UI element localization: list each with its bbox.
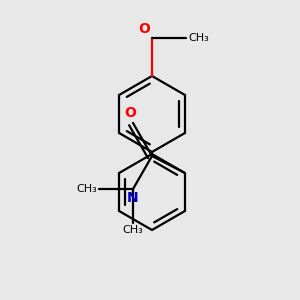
- Text: O: O: [124, 106, 136, 120]
- Text: CH₃: CH₃: [188, 33, 209, 43]
- Text: CH₃: CH₃: [123, 225, 143, 235]
- Text: O: O: [138, 22, 150, 36]
- Text: N: N: [127, 191, 139, 205]
- Text: CH₃: CH₃: [76, 184, 97, 194]
